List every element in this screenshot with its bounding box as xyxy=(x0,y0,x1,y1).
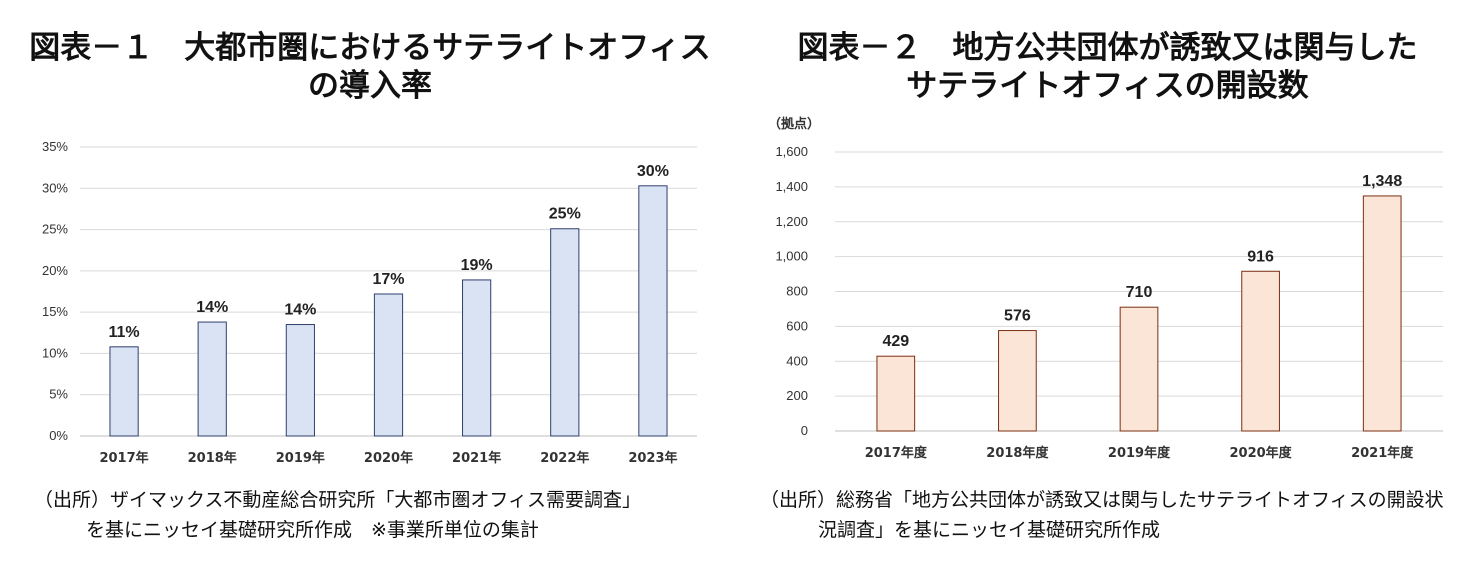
bar-2019年度 xyxy=(1119,306,1159,432)
y-tick-label: 1,200 xyxy=(775,214,808,229)
chart-2-title-line-2: サテライトオフィスの開設数 xyxy=(906,68,1309,104)
y-tick-label: 800 xyxy=(786,284,808,299)
x-tick-label: 2021年 xyxy=(452,450,501,466)
x-tick-label: 2023年 xyxy=(628,450,677,466)
y-tick-label: 400 xyxy=(786,353,808,368)
x-tick-label: 2020年 xyxy=(364,450,413,466)
chart-2-source-line-2: 況調査」を基にニッセイ基礎研究所作成 xyxy=(818,519,1161,541)
y-tick-label: 1,000 xyxy=(775,249,808,264)
data-label: 14% xyxy=(196,299,228,316)
data-label: 576 xyxy=(1004,308,1031,325)
x-tick-label: 2022年 xyxy=(540,450,589,466)
bar-2018年 xyxy=(197,321,227,437)
chart-1-source-line-1: （出所）ザイマックス不動産総合研究所「大都市圏オフィス需要調査」 xyxy=(34,489,642,511)
chart-2-source: （出所）総務省「地方公共団体が誘致又は関与したサテライトオフィスの開設状 況調査… xyxy=(760,485,1444,545)
bar-2018年度 xyxy=(998,330,1037,432)
bar-2020年度 xyxy=(1241,270,1280,432)
bar-2023年 xyxy=(638,185,668,437)
y-tick-label: 20% xyxy=(42,263,68,278)
chart-2-plot: 0 200 400 600 800 1,000 1,200 1,400 1,600 （拠点） 429… xyxy=(768,116,1443,461)
chart-1-source: （出所）ザイマックス不動産総合研究所「大都市圏オフィス需要調査」 を基にニッセイ… xyxy=(34,485,641,545)
x-tick-label: 2019年度 xyxy=(1108,445,1171,461)
chart-panel-2: 図表－２ 地方公共団体が誘致又は関与した サテライトオフィスの開設数 0 200 4… xyxy=(740,0,1475,577)
data-label: 30% xyxy=(637,163,669,180)
x-tick-label: 2019年 xyxy=(276,450,325,466)
chart-2-source-line-1: （出所）総務省「地方公共団体が誘致又は関与したサテライトオフィスの開設状 xyxy=(760,489,1444,511)
chart-1-title-line-1: 図表－１ 大都市圏におけるサテライトオフィス xyxy=(29,30,711,66)
bar-2021年 xyxy=(462,279,492,437)
x-tick-label: 2017年度 xyxy=(865,445,928,461)
bar-2022年 xyxy=(550,228,580,437)
chart-1-source-line-2: を基にニッセイ基礎研究所作成 ※事業所単位の集計 xyxy=(86,519,539,541)
y-tick-label: 0% xyxy=(49,428,68,443)
chart-1-plot: 0% 5% 10% 15% 20% 25% 30% 35% 11% 2017年 14% 2018年 14… xyxy=(42,139,697,466)
y-tick-label: 25% xyxy=(42,222,68,237)
x-tick-label: 2021年度 xyxy=(1351,445,1414,461)
y-tick-label: 600 xyxy=(786,318,808,333)
chart-2-title-line-1: 図表－２ 地方公共団体が誘致又は関与した xyxy=(797,30,1418,66)
chart-1-title-line-2: の導入率 xyxy=(308,68,432,104)
bar-2020年 xyxy=(373,293,404,437)
y-tick-label: 0 xyxy=(801,423,808,438)
x-tick-label: 2020年度 xyxy=(1230,445,1293,461)
data-label: 14% xyxy=(284,302,316,319)
data-label: 17% xyxy=(372,271,404,288)
y-tick-label: 15% xyxy=(42,304,68,319)
bar-2021年度 xyxy=(1362,195,1402,432)
x-tick-label: 2018年 xyxy=(188,450,237,466)
data-label: 25% xyxy=(549,206,581,223)
y-tick-label: 10% xyxy=(42,345,68,360)
data-label: 1,348 xyxy=(1362,173,1402,190)
chart-panel-1: 図表－１ 大都市圏におけるサテライトオフィス の導入率 0% 5% 10% 15% 20… xyxy=(29,30,711,545)
data-label: 429 xyxy=(882,333,909,350)
y-tick-label: 5% xyxy=(49,387,68,402)
data-label: 19% xyxy=(461,257,493,274)
data-label: 11% xyxy=(109,324,140,341)
y-unit-label: （拠点） xyxy=(768,116,820,132)
bar-2017年度 xyxy=(876,355,916,432)
y-tick-label: 35% xyxy=(42,139,68,154)
y-tick-label: 1,600 xyxy=(775,144,808,159)
bar-2019年 xyxy=(285,324,315,437)
y-tick-label: 1,400 xyxy=(775,179,808,194)
x-tick-label: 2017年 xyxy=(99,450,148,466)
data-label: 710 xyxy=(1126,284,1153,301)
bar-2017年 xyxy=(109,346,139,437)
data-label: 916 xyxy=(1247,248,1274,265)
y-tick-label: 30% xyxy=(42,180,68,195)
x-tick-label: 2018年度 xyxy=(986,445,1049,461)
y-tick-label: 200 xyxy=(786,388,808,403)
